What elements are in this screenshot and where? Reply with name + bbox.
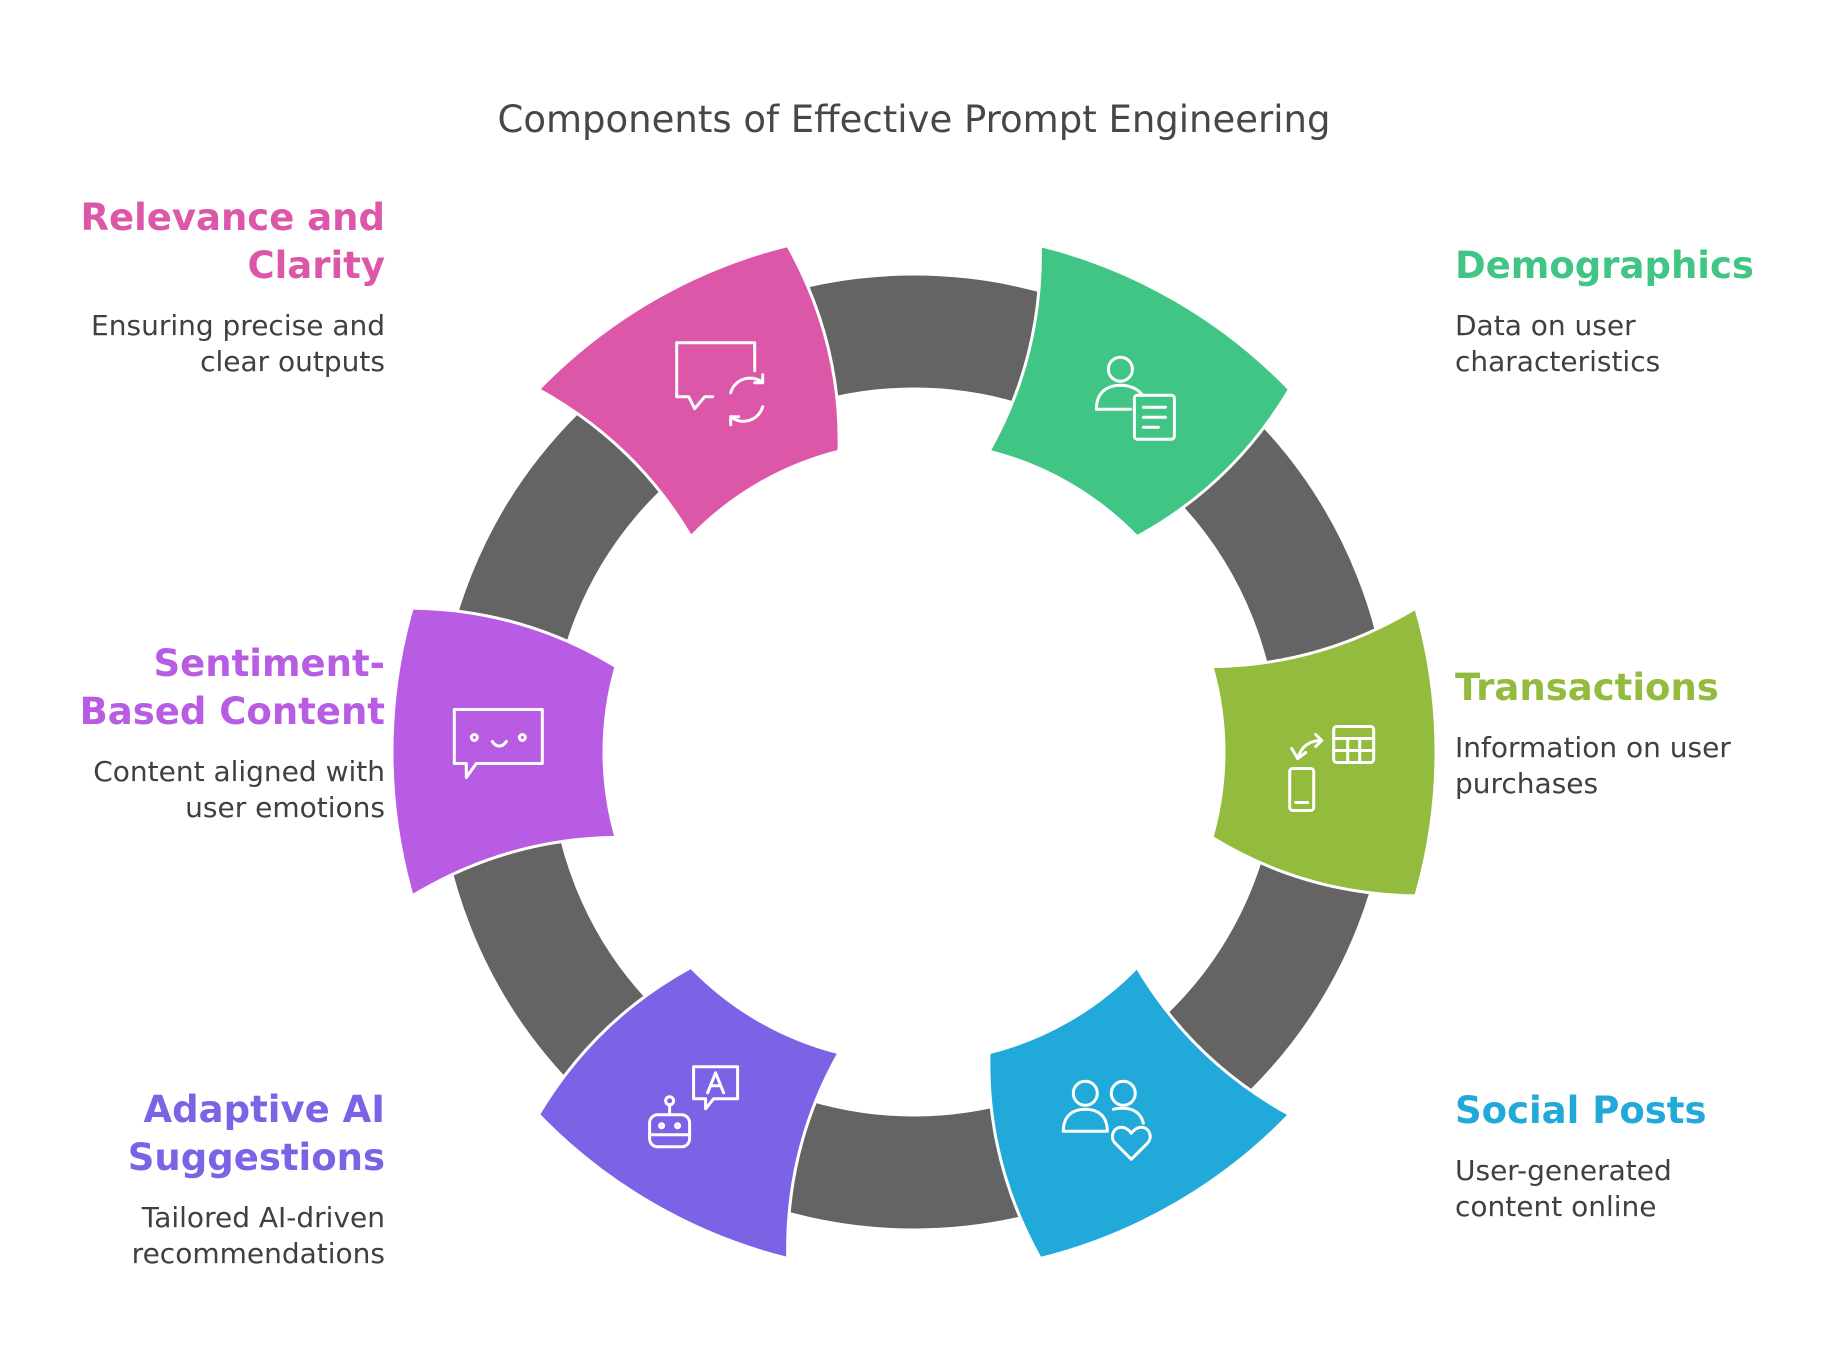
label-relevance: Relevance and Clarity Ensuring precise a… bbox=[0, 194, 386, 380]
ring-segments bbox=[390, 244, 1438, 1260]
description-line: Tailored AI-driven bbox=[141, 1201, 385, 1234]
heading-line: Clarity bbox=[247, 244, 385, 287]
segment-adaptive-ai bbox=[537, 965, 841, 1260]
label-heading: Transactions bbox=[1455, 666, 1719, 709]
person-document-icon bbox=[1094, 355, 1176, 441]
label-description: User-generated content online bbox=[1455, 1153, 1828, 1225]
description-line: user emotions bbox=[185, 791, 385, 824]
segment-social-posts bbox=[987, 965, 1291, 1260]
segment-shape bbox=[390, 606, 618, 898]
label-heading: Social Posts bbox=[1455, 1089, 1707, 1132]
label-description: Information on user purchases bbox=[1455, 730, 1828, 802]
smile-chat-icon bbox=[452, 708, 544, 779]
robot-chat-icon bbox=[648, 1065, 740, 1149]
phone-table-icon bbox=[1288, 725, 1376, 812]
label-description: Data on user characteristics bbox=[1455, 308, 1828, 380]
heading-line: Relevance and bbox=[80, 196, 386, 239]
users-heart-icon bbox=[1061, 1079, 1152, 1161]
heading-line: Adaptive AI bbox=[143, 1088, 385, 1131]
description-line: Content aligned with bbox=[93, 755, 385, 788]
label-transactions: Transactions Information on user purchas… bbox=[1455, 664, 1828, 802]
label-heading: Demographics bbox=[1455, 244, 1754, 287]
label-demographics: Demographics Data on user characteristic… bbox=[1455, 242, 1828, 380]
segment-relevance bbox=[537, 244, 841, 539]
description-line: recommendations bbox=[131, 1237, 385, 1270]
page-title: Components of Effective Prompt Engineeri… bbox=[497, 98, 1331, 141]
heading-line: Based Content bbox=[79, 690, 385, 733]
segment-sentiment bbox=[390, 606, 618, 898]
heading-line: Suggestions bbox=[127, 1136, 385, 1179]
description-line: content online bbox=[1455, 1190, 1657, 1223]
label-adaptive-ai: Adaptive AI Suggestions Tailored AI-driv… bbox=[0, 1086, 385, 1272]
segment-shape bbox=[1210, 606, 1438, 898]
segment-transactions bbox=[1210, 606, 1438, 898]
description-line: User-generated bbox=[1455, 1154, 1672, 1187]
description-line: Data on user bbox=[1455, 309, 1636, 342]
segment-shape bbox=[537, 965, 841, 1260]
description-line: purchases bbox=[1455, 767, 1599, 800]
description-line: clear outputs bbox=[200, 345, 385, 378]
label-heading: Sentiment- Based Content bbox=[0, 640, 385, 736]
label-heading: Adaptive AI Suggestions bbox=[0, 1086, 385, 1182]
description-line: characteristics bbox=[1455, 345, 1661, 378]
description-line: Ensuring precise and bbox=[91, 309, 385, 342]
label-description: Ensuring precise and clear outputs bbox=[0, 308, 385, 380]
label-description: Tailored AI-driven recommendations bbox=[0, 1200, 385, 1272]
description-line: Information on user bbox=[1455, 731, 1731, 764]
label-social-posts: Social Posts User-generated content onli… bbox=[1455, 1087, 1828, 1225]
segment-shape bbox=[537, 244, 841, 539]
label-description: Content aligned with user emotions bbox=[0, 754, 385, 826]
chat-refresh-icon bbox=[675, 341, 765, 427]
label-heading: Relevance and Clarity bbox=[0, 194, 386, 290]
segment-demographics bbox=[987, 244, 1291, 539]
label-sentiment: Sentiment- Based Content Content aligned… bbox=[0, 640, 385, 826]
heading-line: Sentiment- bbox=[153, 642, 386, 685]
